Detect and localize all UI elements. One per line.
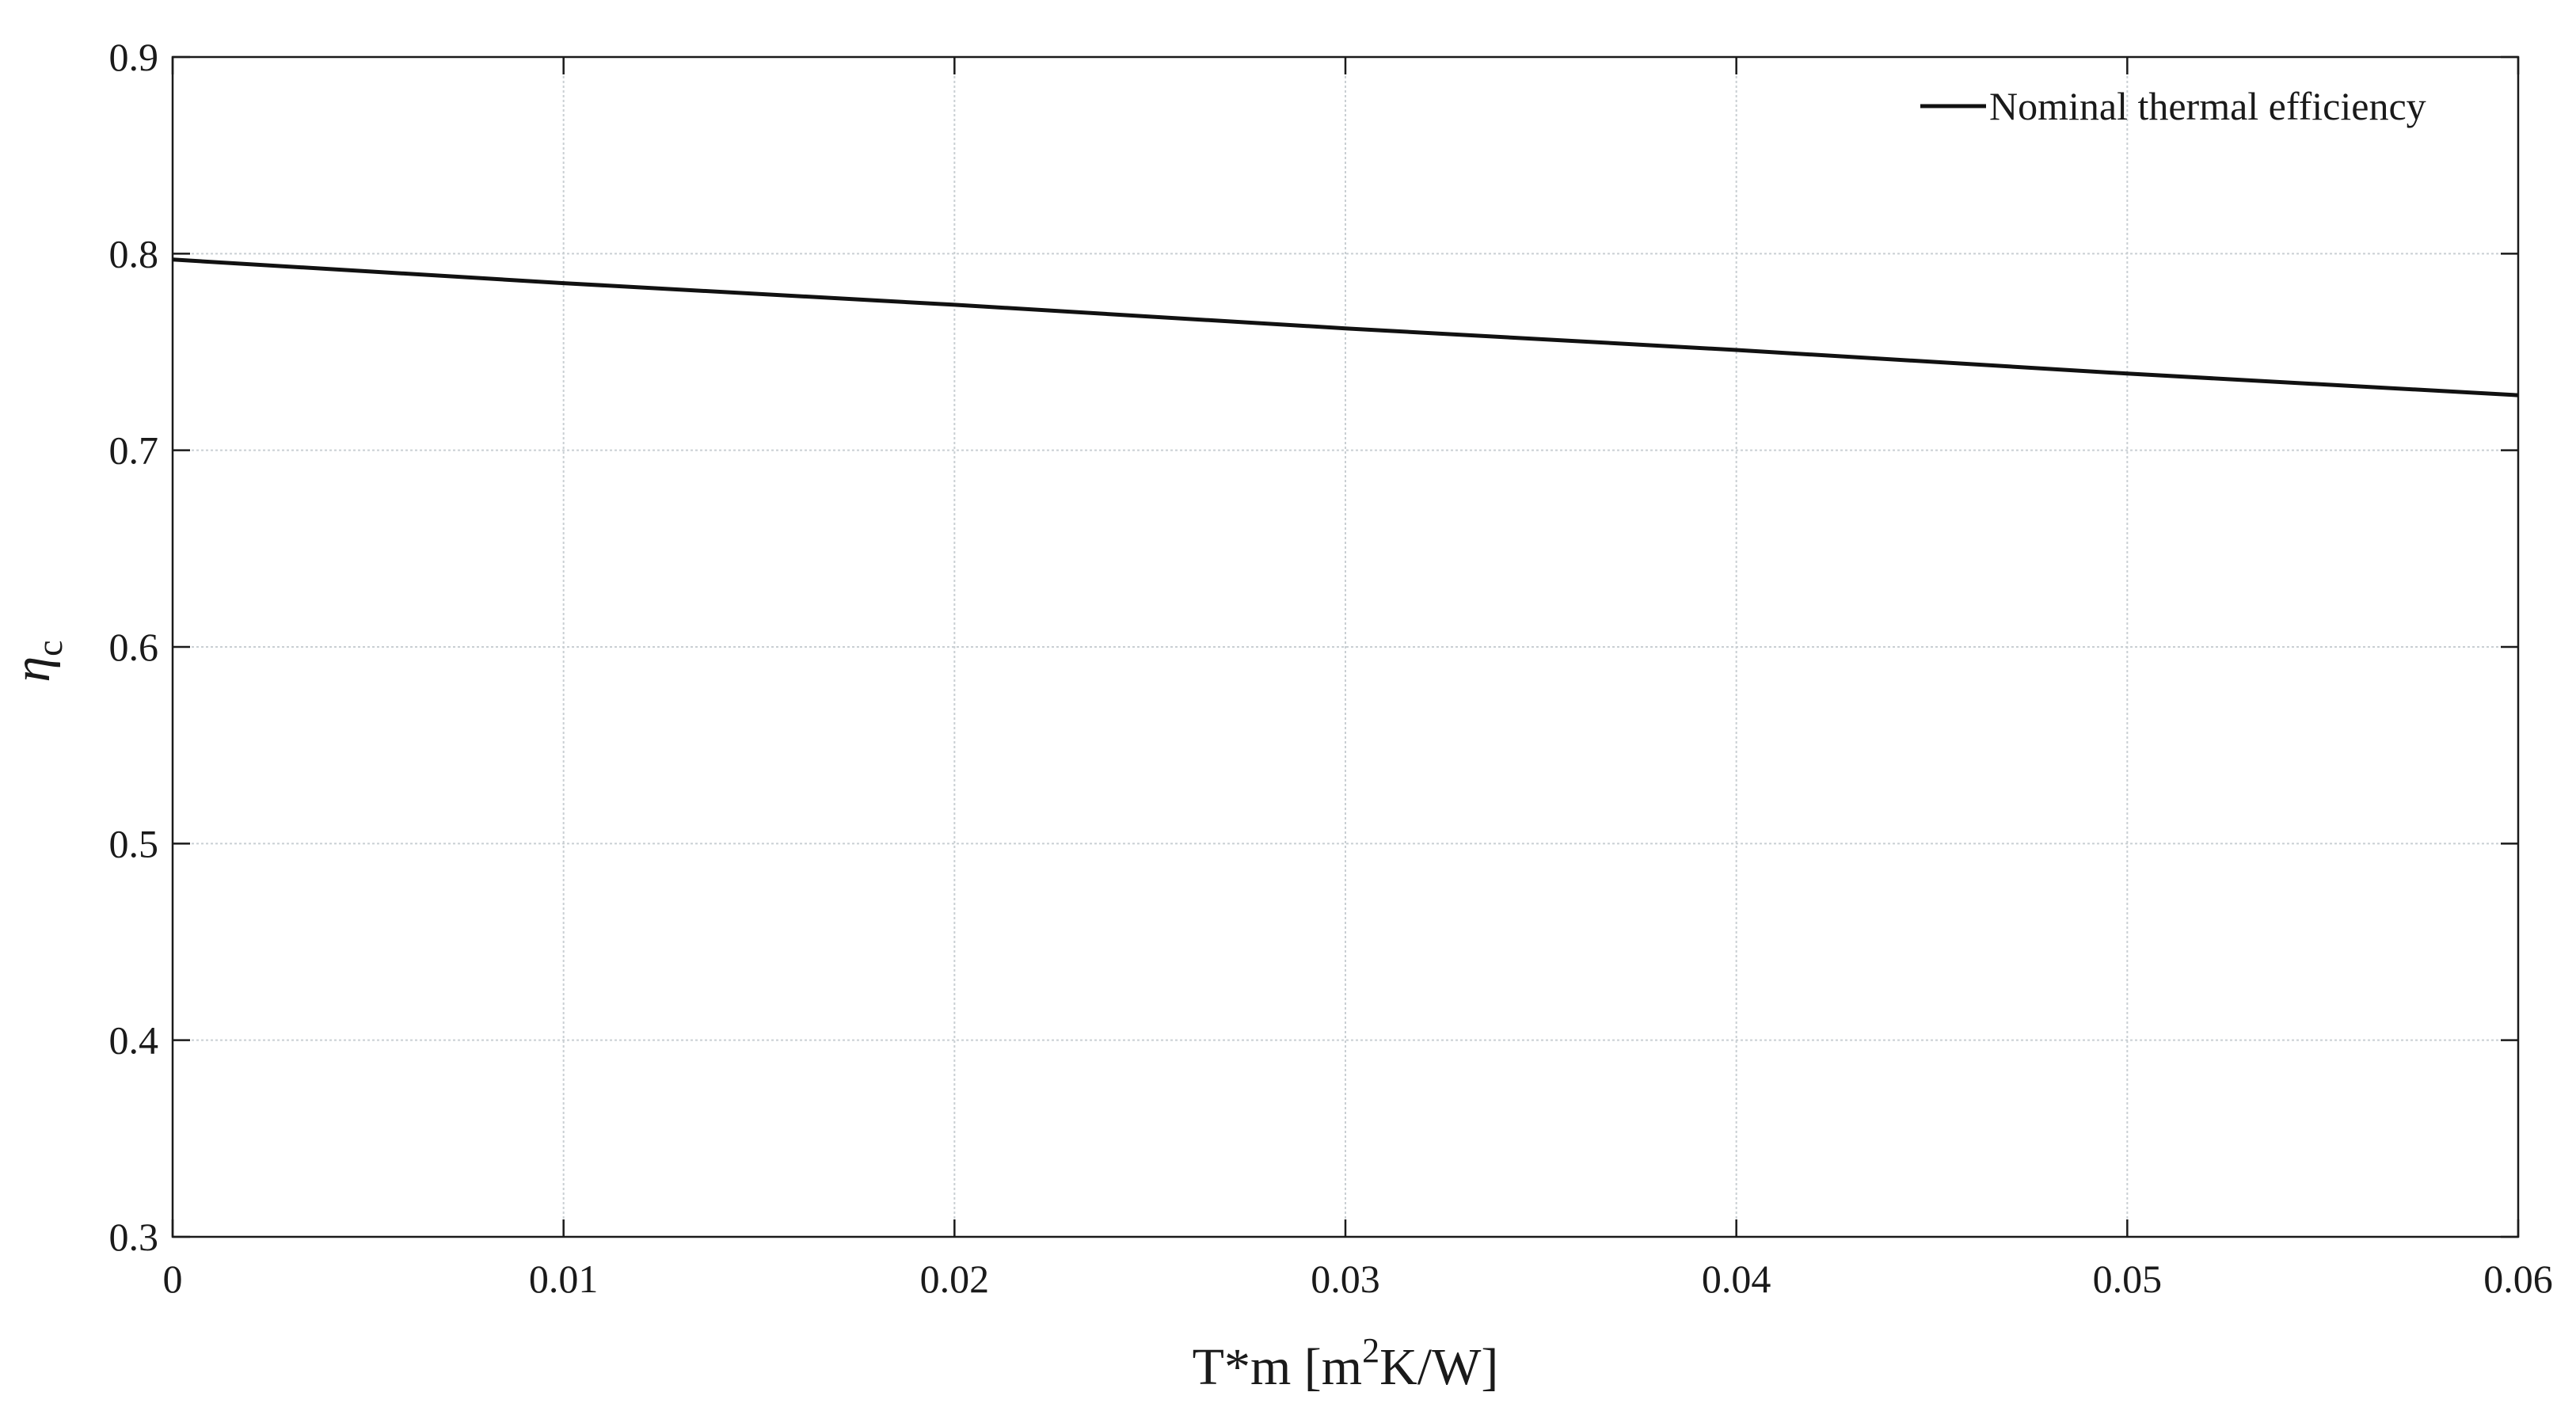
x-tick-label: 0.03 bbox=[1311, 1257, 1380, 1301]
x-axis-label: T*m [m2K/W] bbox=[1193, 1331, 1499, 1396]
x-tick-label: 0.05 bbox=[2093, 1257, 2163, 1301]
x-tick-label: 0.01 bbox=[529, 1257, 599, 1301]
y-tick-label: 0.3 bbox=[109, 1215, 159, 1259]
x-tick-label: 0.02 bbox=[920, 1257, 990, 1301]
x-axis-label-rest: K/W] bbox=[1379, 1338, 1498, 1396]
x-axis-label-superscript: 2 bbox=[1362, 1331, 1379, 1370]
x-tick-label: 0.04 bbox=[1702, 1257, 1771, 1301]
series-layer bbox=[172, 257, 2519, 397]
x-axis-label-main: T*m [m bbox=[1193, 1338, 1362, 1396]
x-tick-label: 0 bbox=[163, 1257, 183, 1301]
y-tick-label: 0.9 bbox=[109, 35, 159, 79]
y-tick-label: 0.4 bbox=[109, 1018, 159, 1063]
y-axis-label-symbol: η bbox=[3, 656, 61, 683]
y-tick-label: 0.5 bbox=[109, 821, 159, 865]
y-tick-label: 0.6 bbox=[109, 625, 159, 669]
series-line-nominal-thermal-efficiency bbox=[172, 257, 2519, 397]
legend-label: Nominal thermal efficiency bbox=[1989, 84, 2426, 128]
legend: Nominal thermal efficiency bbox=[1920, 84, 2426, 128]
x-tick-label: 0.06 bbox=[2483, 1257, 2553, 1301]
y-tick-label: 0.8 bbox=[109, 231, 159, 276]
y-axis-label-subscript: c bbox=[29, 640, 70, 656]
y-tick-label: 0.7 bbox=[109, 428, 159, 473]
tick-layer: 0 0.01 0.02 0.03 0.04 0.05 0.06 0.3 0.4 0.5 0.6 0.7… bbox=[109, 35, 2553, 1301]
y-axis-label: ηc bbox=[3, 640, 70, 682]
grid-layer bbox=[173, 57, 2518, 1237]
